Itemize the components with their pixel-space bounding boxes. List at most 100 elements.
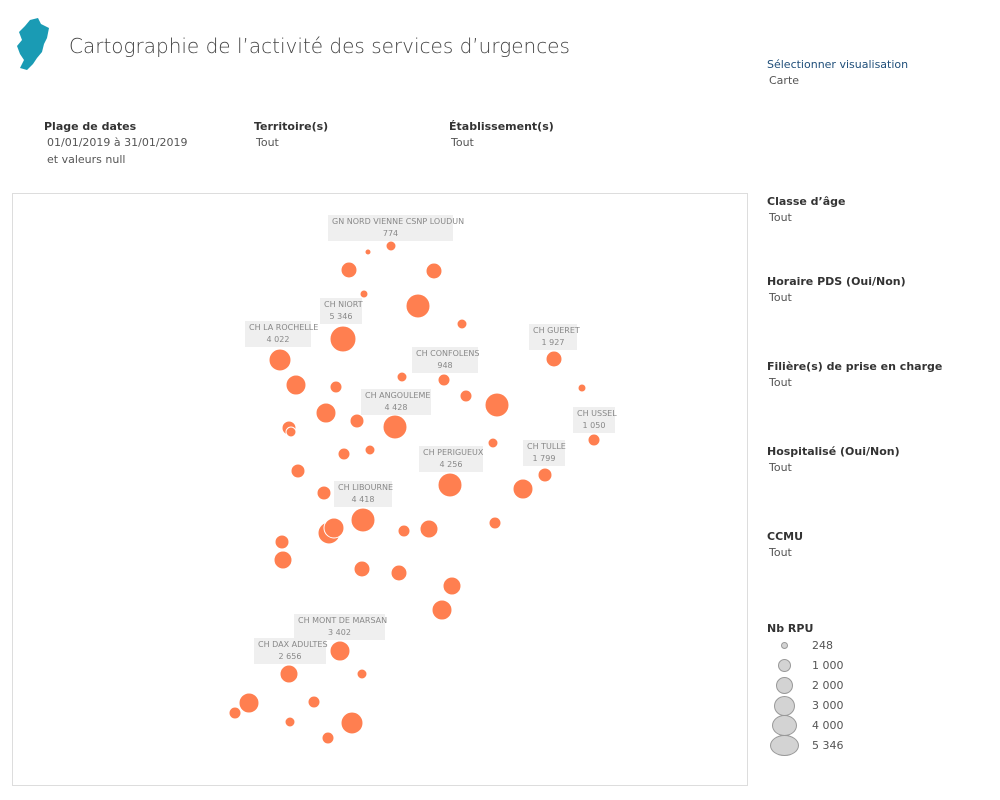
legend-bubble-icon (776, 677, 793, 694)
hospital-bubble[interactable] (273, 550, 293, 570)
hospital-bubble[interactable] (279, 664, 299, 684)
hospitalise-dropdown[interactable]: Tout (769, 461, 792, 474)
hospital-bubble[interactable] (329, 325, 357, 353)
hospital-bubble[interactable] (487, 437, 499, 449)
legend-item: 248 (767, 636, 867, 656)
viz-select-label: Sélectionner visualisation (767, 58, 909, 71)
hospital-bubble[interactable] (364, 248, 372, 256)
map-label-value: 774 (382, 229, 399, 238)
hospital-bubble[interactable] (353, 560, 371, 578)
ccmu-label: CCMU (767, 530, 804, 543)
hospital-bubble[interactable] (307, 695, 321, 709)
page-title: Cartographie de l’activité des services … (69, 34, 570, 58)
legend-item: 3 000 (767, 696, 867, 716)
hospital-bubble[interactable] (350, 507, 376, 533)
map-label-value: 4 256 (439, 460, 463, 469)
hospital-bubble[interactable] (437, 472, 463, 498)
legend-item-label: 5 346 (812, 739, 844, 752)
hospital-bubble[interactable] (329, 640, 351, 662)
territoire-dropdown[interactable]: Tout (256, 136, 279, 149)
map-label-ussel: CH USSEL 1 050 (573, 407, 617, 433)
date-range-null-option[interactable]: et valeurs null (47, 153, 126, 166)
map-label-dax: CH DAX ADULTES 2 656 (254, 638, 328, 664)
legend-item: 1 000 (767, 656, 867, 676)
map-label-loudun: GN NORD VIENNE CSNP LOUDUN 774 (328, 215, 464, 241)
hospital-bubble[interactable] (419, 519, 439, 539)
hospital-bubble[interactable] (329, 380, 343, 394)
legend-item-label: 2 000 (812, 679, 844, 692)
hospital-bubble[interactable] (364, 444, 376, 456)
hospital-bubble[interactable] (545, 350, 563, 368)
hospital-bubble[interactable] (442, 576, 462, 596)
hospital-bubble[interactable] (349, 413, 365, 429)
hospital-bubble[interactable] (290, 463, 306, 479)
hospital-bubble[interactable] (396, 371, 408, 383)
region-map-logo-icon (17, 18, 49, 70)
map-label-gueret: CH GUERET 1 927 (529, 324, 580, 350)
bubble-map[interactable]: GN NORD VIENNE CSNP LOUDUN 774 CH NIORT … (12, 193, 748, 786)
bubble-map-canvas (228, 240, 601, 745)
hospital-bubble[interactable] (321, 731, 335, 745)
hospital-bubble[interactable] (405, 293, 431, 319)
hospital-bubble[interactable] (512, 478, 534, 500)
hospital-bubble[interactable] (577, 383, 587, 393)
hospital-bubble[interactable] (316, 485, 332, 501)
legend-item-label: 4 000 (812, 719, 844, 732)
map-label-name: CH LIBOURNE (338, 483, 394, 492)
hospital-bubble[interactable] (285, 374, 307, 396)
legend-item-label: 248 (812, 639, 833, 652)
viz-select-dropdown[interactable]: Carte (769, 74, 800, 87)
hospital-bubble[interactable] (397, 524, 411, 538)
age-class-dropdown[interactable]: Tout (769, 211, 792, 224)
date-range-value[interactable]: 01/01/2019 à 31/01/2019 (47, 136, 188, 149)
hospital-bubble[interactable] (425, 262, 443, 280)
hospital-bubble[interactable] (315, 402, 337, 424)
map-label-angouleme: CH ANGOULEME 4 428 (361, 389, 431, 415)
date-range-label: Plage de dates (44, 120, 137, 133)
hospital-bubble[interactable] (356, 668, 368, 680)
pds-label: Horaire PDS (Oui/Non) (767, 275, 906, 288)
hospital-bubble[interactable] (456, 318, 468, 330)
hospital-bubble[interactable] (390, 564, 408, 582)
hospital-bubble[interactable] (337, 447, 351, 461)
hospital-bubble[interactable] (587, 433, 601, 447)
map-label-name: CH USSEL (577, 409, 617, 418)
etablissement-dropdown[interactable]: Tout (451, 136, 474, 149)
map-label-value: 948 (437, 361, 453, 370)
filiere-dropdown[interactable]: Tout (769, 376, 792, 389)
hospital-bubble[interactable] (484, 392, 510, 418)
hospital-bubble[interactable] (228, 706, 242, 720)
hospital-bubble[interactable] (359, 289, 369, 299)
hospital-bubble[interactable] (268, 348, 292, 372)
hospital-bubble[interactable] (340, 261, 358, 279)
hospital-bubble[interactable] (274, 534, 290, 550)
territoire-label: Territoire(s) (254, 120, 329, 133)
hospital-bubble[interactable] (323, 517, 345, 539)
hospital-bubble[interactable] (284, 716, 296, 728)
hospital-bubble[interactable] (459, 389, 473, 403)
legend-bubble-icon (774, 696, 795, 716)
hospital-bubble[interactable] (431, 599, 453, 621)
hospital-bubble[interactable] (488, 516, 502, 530)
hospital-bubble[interactable] (385, 240, 397, 252)
legend-item: 2 000 (767, 676, 867, 696)
hospital-bubble[interactable] (285, 426, 297, 438)
legend-item: 4 000 (767, 715, 867, 736)
map-label-tulle: CH TULLE 1 799 (523, 440, 566, 466)
etablissement-label: Établissement(s) (449, 120, 554, 133)
map-label-la-rochelle: CH LA ROCHELLE 4 022 (245, 321, 318, 347)
hospital-bubble[interactable] (537, 467, 553, 483)
map-label-value: 4 022 (266, 335, 290, 344)
map-label-name: CH ANGOULEME (365, 391, 431, 400)
map-label-name: CH GUERET (533, 326, 580, 335)
map-label-value: 1 050 (582, 421, 606, 430)
legend-item-label: 3 000 (812, 699, 844, 712)
ccmu-dropdown[interactable]: Tout (769, 546, 792, 559)
hospital-bubble[interactable] (340, 711, 364, 735)
hospital-bubble[interactable] (382, 414, 408, 440)
legend-bubble-icon (772, 715, 797, 736)
hospital-bubble[interactable] (437, 373, 451, 387)
pds-dropdown[interactable]: Tout (769, 291, 792, 304)
map-label-libourne: CH LIBOURNE 4 418 (334, 481, 394, 507)
hospital-bubble[interactable] (238, 692, 260, 714)
